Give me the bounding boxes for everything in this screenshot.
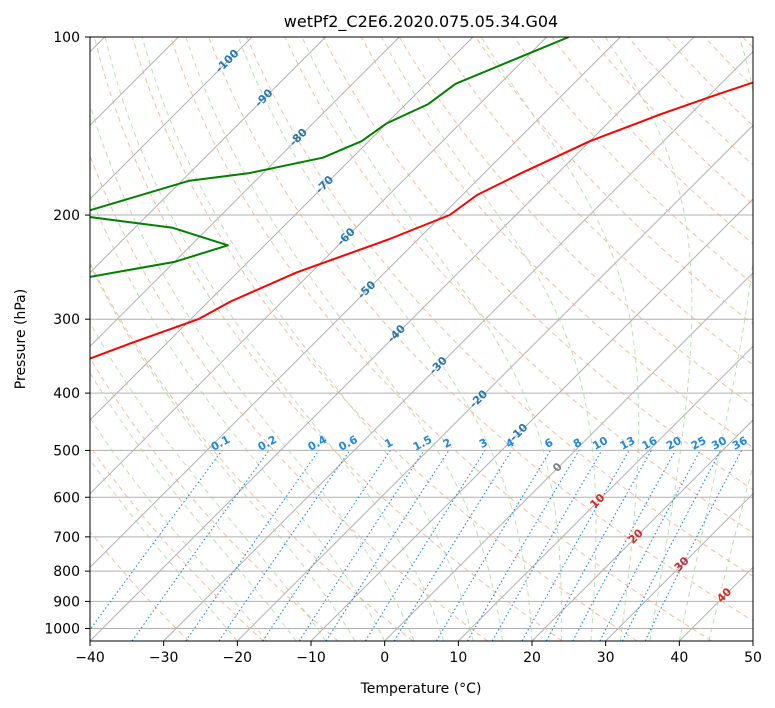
x-tick-label: 20 <box>523 650 541 666</box>
dry-adiabat <box>93 37 563 641</box>
y-tick-label: 200 <box>53 208 80 224</box>
isotherm-line <box>384 271 753 641</box>
x-tick-label: −20 <box>223 650 253 666</box>
x-tick-label: −10 <box>296 650 326 666</box>
mixing-ratio-line <box>621 450 722 641</box>
mixing-ratio-line <box>185 450 320 641</box>
y-tick-label: 900 <box>53 594 80 610</box>
x-tick-label: 10 <box>449 650 467 666</box>
mixing-ratio-label: 20 <box>664 434 684 453</box>
dry-adiabat <box>360 37 753 449</box>
mixing-ratio-label: 10 <box>590 434 610 453</box>
mixing-ratio-label: 25 <box>689 434 709 453</box>
moist-adiabat <box>605 37 693 641</box>
moist-adiabat <box>380 37 597 641</box>
isotherm-line <box>752 640 753 641</box>
isotherm-line <box>90 37 327 274</box>
x-axis-label: Temperature (°C) <box>360 681 482 697</box>
y-axis-label: Pressure (hPa) <box>13 289 29 389</box>
x-tick-label: −30 <box>149 650 179 666</box>
x-tick-label: 0 <box>380 650 389 666</box>
dry-adiabat <box>90 530 190 641</box>
reference-lines <box>90 37 753 641</box>
axes: −40 −30 −20 −10 0 10 20 30 40 50 100 200 300 400 500 60… <box>44 30 762 666</box>
isotherm-line <box>90 37 253 200</box>
mixing-ratio-label: 36 <box>730 434 750 453</box>
mixing-ratio-line <box>298 450 425 641</box>
moist-adiabat <box>90 371 297 641</box>
dry-adiabat <box>398 37 753 407</box>
dry-adiabat <box>90 357 339 641</box>
mixing-ratio-line <box>262 450 391 641</box>
dry-adiabat <box>208 37 753 622</box>
mixing-ratio-line <box>572 450 676 641</box>
moist-adiabat <box>90 417 268 641</box>
dry-adiabat <box>90 154 488 641</box>
grid-layer <box>90 37 753 641</box>
moist-adiabat <box>90 458 238 641</box>
dewpoint-line <box>90 37 570 278</box>
mixing-ratio-line <box>325 450 450 641</box>
mixing-ratio-line <box>90 450 223 631</box>
isotherm-line <box>457 345 753 641</box>
isotherm-line <box>90 37 400 348</box>
moist-adiabat <box>237 37 533 641</box>
y-tick-label: 300 <box>53 312 80 328</box>
moist-adiabat <box>185 37 503 641</box>
mixing-ratio-label: 16 <box>640 434 660 453</box>
isotherm-line <box>605 492 753 641</box>
isotherm-line <box>163 50 753 641</box>
chart-title: wetPf2_C2E6.2020.075.05.34.G04 <box>284 12 558 32</box>
dry-adiabat <box>90 445 264 641</box>
isotherm-line <box>90 37 695 641</box>
mixing-ratio-label: 13 <box>618 434 638 453</box>
moist-adiabat <box>480 37 640 641</box>
isotherm-line <box>90 37 474 421</box>
y-tick-label: 600 <box>53 490 80 506</box>
y-tick-label: 1000 <box>44 621 80 637</box>
moist-adiabat <box>90 193 386 641</box>
moist-adiabat <box>104 37 445 641</box>
y-tick-label: 100 <box>53 30 80 46</box>
plot-frame <box>89 36 754 642</box>
y-tick-label: 800 <box>53 564 80 580</box>
x-tick-label: 30 <box>597 650 615 666</box>
isotherm-line <box>236 124 753 641</box>
moist-adiabat <box>301 37 563 641</box>
temperature-line <box>90 81 753 360</box>
mixing-ratio-line <box>393 450 513 641</box>
y-tick-label: 700 <box>53 530 80 546</box>
dry-adiabat <box>246 37 753 577</box>
mixing-ratio-line <box>644 450 742 641</box>
dry-adiabat <box>131 37 638 641</box>
moist-adiabat <box>90 263 356 641</box>
y-tick-label: 500 <box>53 443 80 459</box>
x-tick-label: 40 <box>670 650 688 666</box>
moist-adiabat <box>141 37 474 641</box>
moist-adiabat <box>90 102 415 641</box>
mixing-ratio-label: 30 <box>709 434 729 453</box>
dry-adiabat <box>90 261 414 641</box>
mixing-ratio-line <box>545 450 652 641</box>
profile-lines <box>90 37 753 360</box>
mixing-ratio-line <box>521 450 630 641</box>
mixing-ratio-line <box>218 450 351 641</box>
dry-adiabat <box>513 37 753 285</box>
mixing-ratio-line <box>131 450 270 641</box>
dry-adiabat <box>170 37 712 641</box>
isotherm-line <box>531 419 753 641</box>
isotherm-line <box>90 37 548 495</box>
x-tick-label: 50 <box>744 650 762 666</box>
y-tick-label: 400 <box>53 386 80 402</box>
isotherm-line <box>90 37 621 569</box>
plot-area <box>90 37 753 641</box>
x-tick-label: −40 <box>75 650 105 666</box>
